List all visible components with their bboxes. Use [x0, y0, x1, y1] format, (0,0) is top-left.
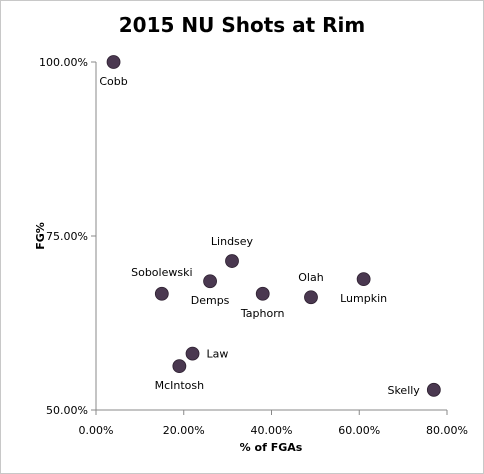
data-point	[185, 346, 200, 361]
data-point	[203, 274, 217, 289]
point-label: Cobb	[99, 75, 127, 88]
x-tick-label: 0.00%	[79, 424, 114, 437]
y-tick-label: 75.00%	[46, 230, 88, 243]
data-point	[225, 254, 239, 268]
point-label: McIntosh	[155, 379, 205, 392]
point-label: Sobolewski	[131, 266, 192, 279]
point-label: Demps	[191, 294, 230, 307]
x-tick-label: 40.00%	[251, 424, 293, 437]
point-label: Law	[207, 348, 229, 361]
data-point	[172, 359, 187, 374]
data-point	[304, 290, 318, 305]
y-axis-title: FG%	[34, 222, 47, 250]
point-label: Lindsey	[211, 235, 254, 248]
data-points: Cobb Lindsey Sobolewski Demps Taphorn Olah Lum…	[99, 55, 441, 397]
data-point	[426, 382, 441, 397]
y-tick-label: 50.00%	[46, 404, 88, 417]
y-ticks: 50.00% 75.00% 100.00%	[39, 56, 96, 417]
x-tick-label: 80.00%	[426, 424, 468, 437]
point-label: Olah	[298, 271, 323, 284]
data-point	[255, 286, 270, 301]
point-label: Skelly	[387, 384, 420, 397]
x-ticks: 0.00% 20.00% 40.00% 60.00% 80.00%	[79, 410, 468, 437]
point-label: Taphorn	[240, 307, 285, 320]
data-point	[106, 55, 121, 69]
x-axis-title: % of FGAs	[240, 441, 303, 454]
x-tick-label: 60.00%	[338, 424, 380, 437]
chart-title: 2015 NU Shots at Rim	[119, 13, 366, 37]
data-point	[154, 286, 169, 301]
point-label: Lumpkin	[340, 292, 387, 305]
y-tick-label: 100.00%	[39, 56, 88, 69]
x-tick-label: 20.00%	[163, 424, 205, 437]
data-point	[356, 272, 371, 287]
